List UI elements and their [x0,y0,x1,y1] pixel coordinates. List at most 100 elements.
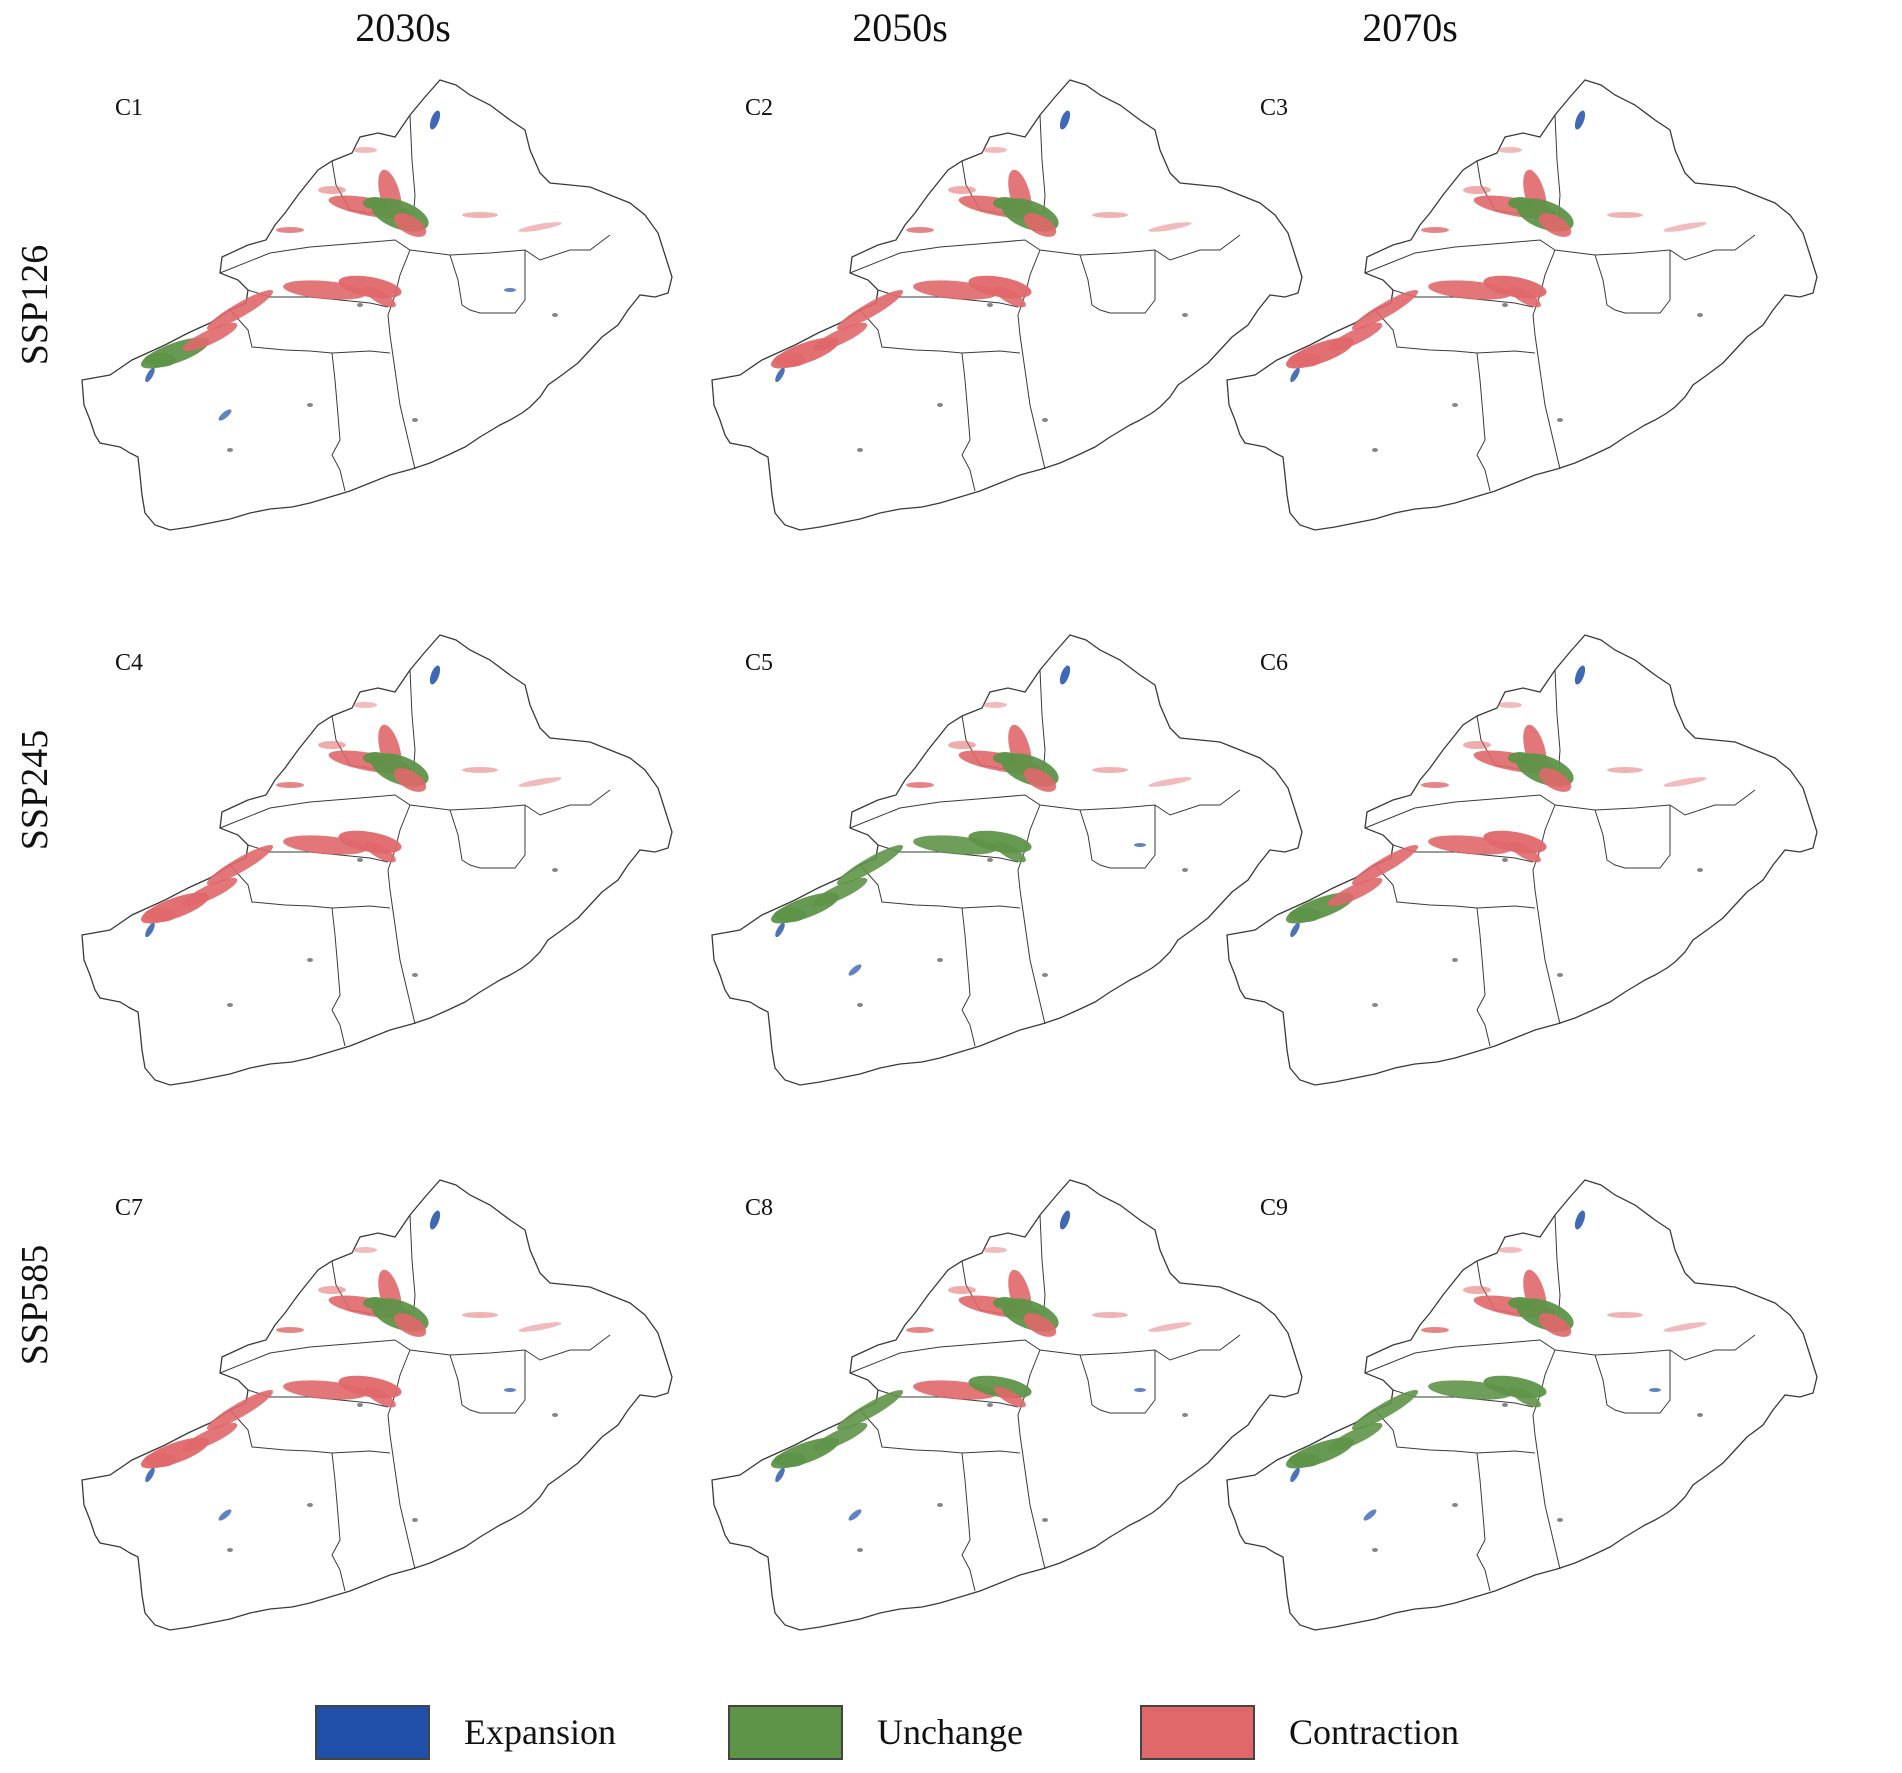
habitat-patch-expansion [1363,1509,1377,1521]
panel-id: C3 [1260,95,1289,121]
prefecture-boundary [387,804,416,1025]
prefecture-boundary [961,905,1021,909]
panel-id: C6 [1260,650,1289,676]
map-marker [1182,313,1188,317]
legend-label-expansion: Expansion [464,1712,616,1752]
map-marker [1182,868,1188,872]
prefecture-boundary [859,309,963,354]
habitat-patch [836,290,904,330]
panel-id: C7 [115,1195,144,1221]
prefecture-boundary [1079,805,1156,869]
habitat-patch [1289,908,1321,922]
prefecture-boundary [1364,239,1671,274]
habitat-patch-expansion [1290,367,1300,383]
map-marker [1042,973,1048,977]
panel-id: C2 [745,95,774,121]
prefecture-boundary [1154,234,1241,261]
habitat-patch [1289,1453,1321,1467]
map-marker [307,958,313,962]
habitat-patch [774,908,806,922]
prefecture-boundary [229,309,333,354]
prefecture-boundary [1476,350,1536,354]
map-panel: C5 [700,630,1310,1140]
habitat-patch [144,1453,176,1467]
xinjiang-map [711,634,1303,1086]
map-marker [552,868,558,872]
map-marker [1557,1518,1563,1522]
habitat-patch [1663,777,1707,787]
habitat-patch [983,1247,1007,1253]
habitat-patch-expansion [218,1509,232,1521]
map-marker [357,303,363,307]
map-marker [1042,418,1048,422]
prefecture-boundary [1594,250,1671,314]
map-panel: C4 [70,630,680,1140]
prefecture-boundary [849,794,1156,829]
habitat-patch [1148,222,1192,232]
prefecture-boundary [331,350,391,354]
habitat-patch-expansion [1134,1388,1146,1392]
habitat-patch [144,353,176,367]
habitat-patch [363,1297,387,1309]
panel-id: C4 [115,650,144,676]
habitat-patch [206,290,274,330]
habitat-patch [1508,197,1532,209]
prefecture-boundary [1079,1350,1156,1414]
map-marker [412,418,418,422]
habitat-patch [1327,1422,1383,1452]
prefecture-boundary [449,1350,526,1414]
map-marker [987,1403,993,1407]
habitat-patch [364,841,396,863]
map-marker [1452,958,1458,962]
map-marker [1452,1503,1458,1507]
panel-id: C8 [745,1195,774,1221]
prefecture-boundary [387,1349,416,1570]
legend-item-expansion: Expansion [315,1702,616,1762]
map-marker [1182,1413,1188,1417]
map-marker [552,1413,558,1417]
habitat-patch-expansion [145,922,155,938]
habitat-patch [353,702,377,708]
prefecture-boundary [331,907,346,1047]
habitat-patch [1663,1322,1707,1332]
habitat-patch [906,227,934,233]
habitat-patch [363,752,387,764]
map-panel: C9 [1215,1175,1825,1685]
legend-swatch-expansion [315,1704,430,1760]
habitat-patch [1498,147,1522,153]
prefecture-boundary [1476,905,1536,909]
habitat-patch-expansion [429,665,441,685]
habitat-patch [462,767,498,773]
prefecture-boundary [1017,804,1046,1025]
habitat-patch-expansion [1290,922,1300,938]
prefecture-boundary [1669,789,1756,816]
prefecture-boundary [859,1409,963,1454]
prefecture-boundary [1669,1334,1756,1361]
habitat-patch-expansion [1574,110,1586,130]
map-panel: C3 [1215,75,1825,585]
prefecture-boundary [1154,789,1241,816]
map-marker [937,958,943,962]
habitat-patch-expansion [1059,110,1071,130]
map-marker [1502,1403,1508,1407]
habitat-patch [812,1422,868,1452]
habitat-patch [774,353,806,367]
habitat-patch [948,741,976,749]
habitat-patch-expansion [218,409,232,421]
panel-id: C9 [1260,1195,1289,1221]
habitat-patch [993,1297,1017,1309]
habitat-change-layer [1285,665,1707,1007]
habitat-patch [518,1322,562,1332]
xinjiang-map [81,79,673,531]
habitat-patch-expansion [775,1467,785,1483]
prefecture-boundary [1476,1452,1491,1592]
map-marker [1372,448,1378,452]
legend-label-contraction: Contraction [1289,1712,1459,1752]
row-label: SSP126 [0,95,70,515]
prefecture-boundary [331,905,391,909]
row-label: SSP245 [0,580,70,1000]
map-marker [357,858,363,862]
prefecture-boundary [1532,1349,1561,1570]
prefecture-boundary [961,350,1021,354]
prefecture-boundary [524,234,611,261]
